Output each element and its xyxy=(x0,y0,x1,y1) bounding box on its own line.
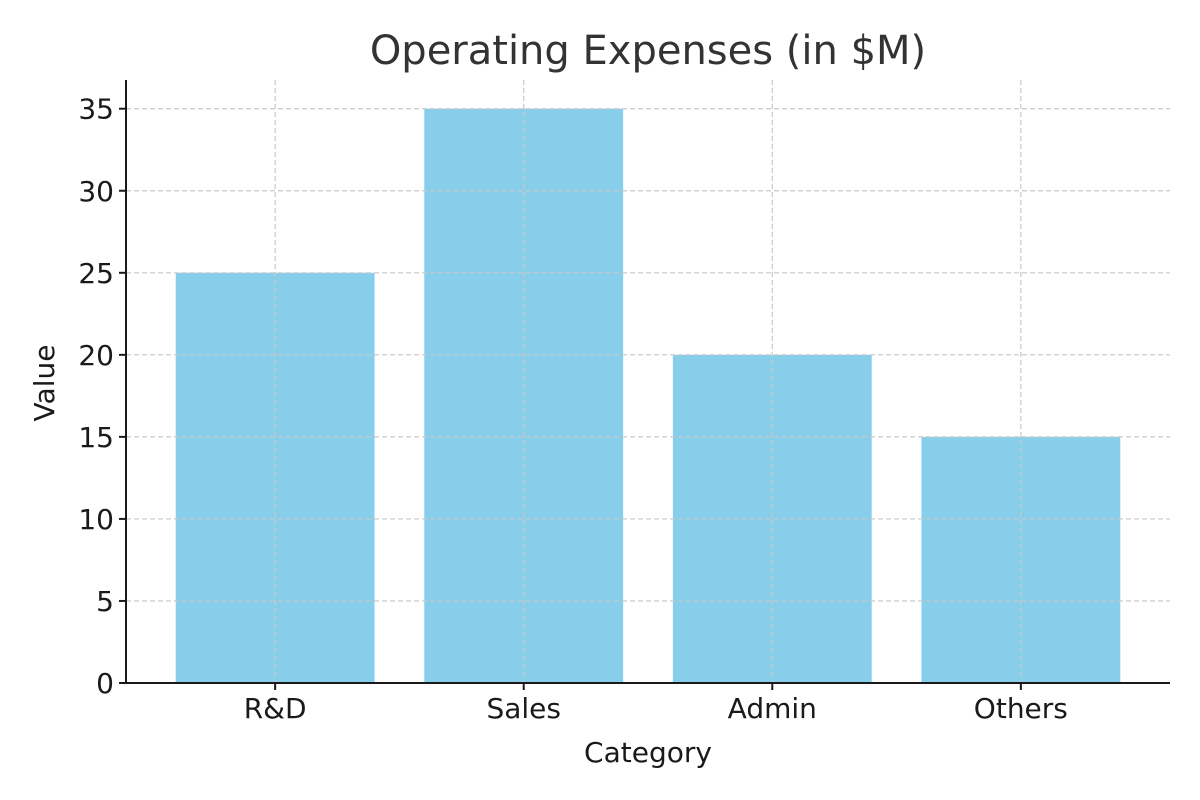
chart-title: Operating Expenses (in $M) xyxy=(370,28,926,74)
x-ticks: R&D Sales Admin Others xyxy=(244,683,1068,725)
y-tick-label: 35 xyxy=(78,93,114,126)
y-tick-label: 5 xyxy=(96,585,114,618)
bars xyxy=(175,108,1121,683)
y-tick-label: 10 xyxy=(78,503,114,536)
y-tick-label: 0 xyxy=(96,667,114,700)
x-tick-label: Sales xyxy=(486,692,561,725)
x-tick-label: R&D xyxy=(244,692,307,725)
x-tick-label: Others xyxy=(974,692,1068,725)
bar-r-d xyxy=(175,272,375,683)
x-tick-label: Admin xyxy=(728,692,817,725)
y-ticks: 0 5 10 15 20 25 30 35 xyxy=(78,93,126,700)
y-tick-label: 20 xyxy=(78,339,114,372)
y-tick-label: 25 xyxy=(78,257,114,290)
y-tick-label: 15 xyxy=(78,421,114,454)
x-axis-label: Category xyxy=(584,736,712,769)
y-tick-label: 30 xyxy=(78,175,114,208)
axes xyxy=(125,80,1170,684)
y-axis-label: Value xyxy=(28,345,61,422)
